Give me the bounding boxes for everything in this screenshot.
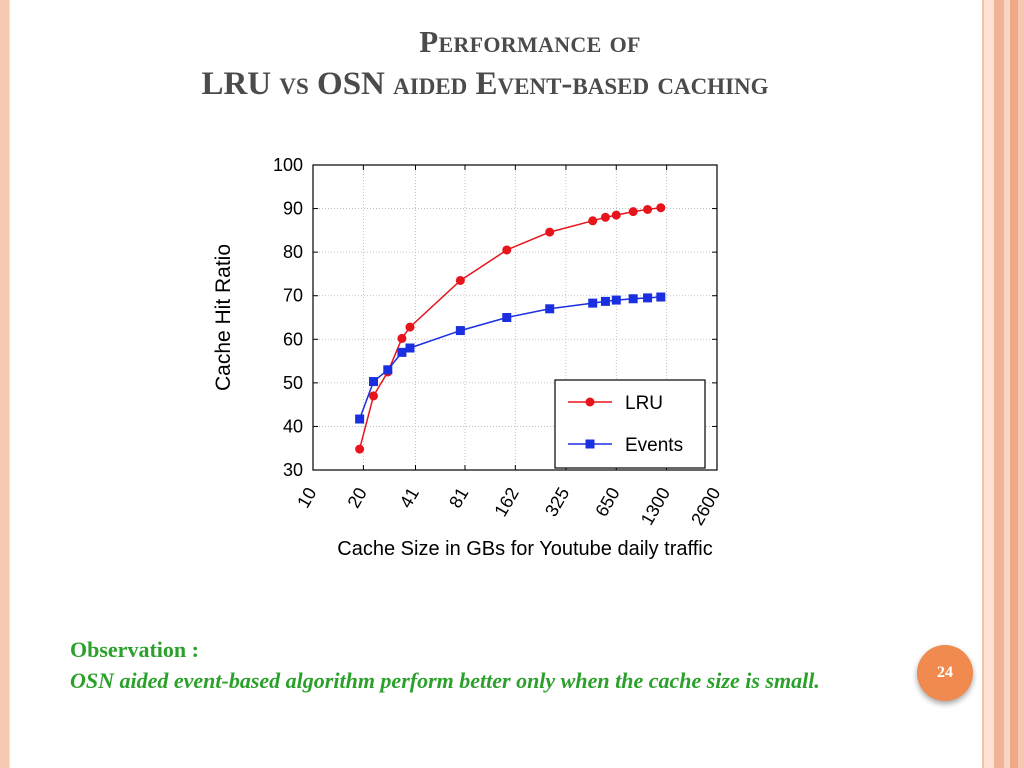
x-tick-label: 162 [490,484,522,520]
page-number: 24 [937,664,953,681]
data-point-lru [600,212,610,222]
data-point-events [545,304,555,314]
observation-text: OSN aided event-based algorithm perform … [70,668,820,693]
legend-marker-events [585,439,595,449]
slide-frame-left [0,0,10,768]
data-point-events [383,365,393,375]
data-point-lru [369,391,379,401]
data-point-events [355,414,365,424]
data-point-lru [355,444,365,454]
slide-frame-right [978,0,1024,768]
x-tick-label: 650 [591,484,623,520]
data-point-lru [545,227,555,237]
slide-title-line-1: Performance of [419,24,641,59]
data-point-lru [502,245,512,255]
x-tick-label: 1300 [637,484,674,529]
y-tick-label: 50 [283,373,303,393]
x-tick-label: 20 [343,484,370,511]
legend-label-events: Events [625,435,683,456]
legend-marker-lru [585,397,595,407]
legend-box [554,379,706,469]
y-axis-label: Cache Hit Ratio [212,244,235,391]
observation-block: Observation : OSN aided event-based algo… [70,634,910,696]
data-point-events [628,294,638,304]
data-point-lru [611,210,621,220]
data-point-lru [455,275,465,285]
data-point-lru [397,333,407,343]
chart-series [355,203,666,454]
data-point-events [611,295,621,305]
data-point-events [502,313,512,322]
y-tick-label: 100 [273,155,303,175]
data-point-events [656,292,666,302]
cache-hit-ratio-chart: 30 40 50 60 70 80 90 100 10 20 41 81 162 325 650 1300 26… [200,140,780,580]
x-tick-label: 325 [541,484,573,520]
x-tick-label: 10 [293,484,320,511]
y-tick-label: 30 [283,460,303,480]
y-tick-label: 40 [283,416,303,436]
y-tick-label: 70 [283,286,303,306]
x-tick-label: 2600 [687,484,724,529]
data-point-events [588,298,598,308]
data-point-events [369,377,379,387]
data-point-events [600,296,610,306]
y-tick-label: 90 [283,199,303,219]
y-tick-label: 80 [283,242,303,262]
data-point-events [643,293,653,303]
chart-svg: 30 40 50 60 70 80 90 100 10 20 41 81 162 325 650 1300 26… [212,155,724,560]
observation-heading: Observation : [70,637,199,662]
legend-label-lru: LRU [625,393,663,414]
data-point-events [455,326,465,336]
y-tick-label: 60 [283,329,303,349]
data-point-events [405,343,415,353]
page-number-badge: 24 [917,645,973,701]
data-point-lru [656,203,666,213]
plot-frame [312,164,718,471]
slide-title-line-2: LRU vs OSN aided Event-based caching [201,66,769,102]
data-point-events [397,347,407,357]
data-point-lru [588,216,598,226]
x-tick-label: 81 [445,484,472,511]
data-point-lru [628,207,638,217]
x-axis-label: Cache Size in GBs for Youtube daily traf… [337,538,712,560]
data-point-lru [405,322,415,332]
chart-legend: LRU Events [554,379,706,469]
slide-title: Performance of LRU vs OSN aided Event-ba… [60,18,910,108]
x-tick-label: 41 [396,484,423,511]
chart-axes: 30 40 50 60 70 80 90 100 10 20 41 81 162 325 650 1300 26… [212,155,724,560]
data-point-lru [643,204,653,214]
